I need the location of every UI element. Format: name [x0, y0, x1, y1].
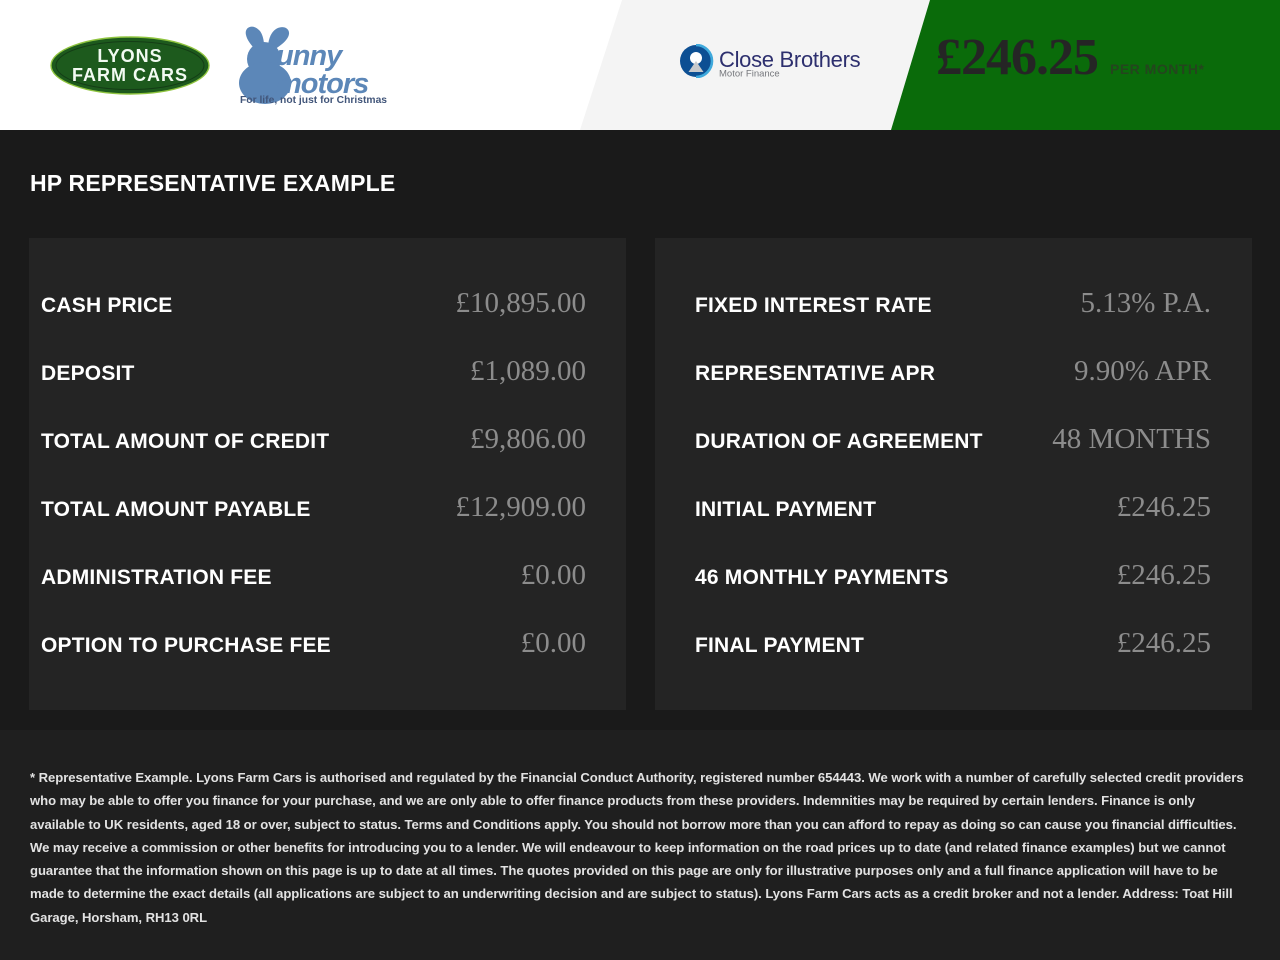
svg-text:LYONS: LYONS — [97, 46, 162, 66]
svg-text:For life, not just for Christm: For life, not just for Christmas — [240, 95, 387, 105]
svg-text:Motor Finance: Motor Finance — [719, 69, 780, 79]
svg-text:FARM CARS: FARM CARS — [72, 65, 188, 85]
